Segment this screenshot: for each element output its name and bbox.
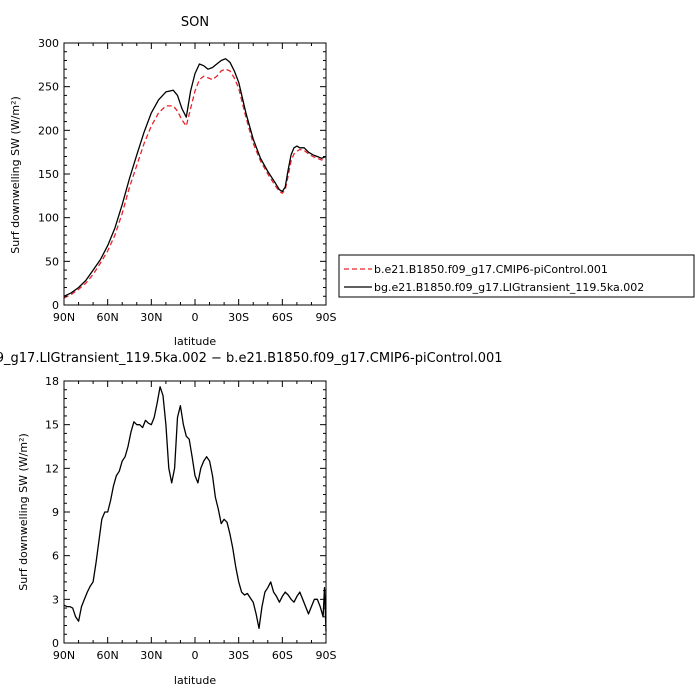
bottom-y-tick-label: 3 <box>52 593 59 606</box>
top-series-line-0 <box>63 68 327 299</box>
top-y-tick-label: 150 <box>38 168 59 181</box>
bottom-chart-title: bg.e21.B1850.f09_g17.LIGtransient_119.5k… <box>0 351 503 366</box>
bottom-panel: bg.e21.B1850.f09_g17.LIGtransient_119.5k… <box>0 351 503 687</box>
bottom-y-tick-label: 0 <box>52 637 59 650</box>
bottom-x-tick-label: 60N <box>97 649 119 662</box>
top-y-tick-label: 250 <box>38 81 59 94</box>
bottom-y-axis-label: Surf downwelling SW (W/m²) <box>17 433 30 591</box>
top-y-axis-label: Surf downwelling SW (W/m²) <box>9 96 22 254</box>
legend-label-lig: bg.e21.B1850.f09_g17.LIGtransient_119.5k… <box>374 281 644 294</box>
top-y-tick-label: 0 <box>52 299 59 312</box>
legend-label-control: b.e21.B1850.f09_g17.CMIP6-piControl.001 <box>374 263 608 276</box>
bottom-x-tick-label: 0 <box>192 649 199 662</box>
top-x-tick-label: 90N <box>53 311 75 324</box>
top-x-tick-label: 30S <box>228 311 249 324</box>
top-panel: SON Surf downwelling SW (W/m²) latitude … <box>9 15 337 348</box>
legend-box <box>338 254 695 298</box>
top-y-tick-label: 300 <box>38 37 59 50</box>
bottom-plot-frame <box>63 380 327 644</box>
top-x-tick-label: 60N <box>97 311 119 324</box>
bottom-y-tick-label: 15 <box>45 419 59 432</box>
bottom-y-tick-label: 18 <box>45 375 59 388</box>
top-x-tick-label: 60S <box>272 311 293 324</box>
bottom-x-tick-label: 60S <box>272 649 293 662</box>
top-plot-frame <box>63 42 327 306</box>
bottom-x-axis-label: latitude <box>174 674 216 687</box>
legend: b.e21.B1850.f09_g17.CMIP6-piControl.001 … <box>338 254 695 298</box>
bottom-x-tick-label: 30S <box>228 649 249 662</box>
bottom-y-tick-label: 9 <box>52 506 59 519</box>
top-x-tick-label: 30N <box>140 311 162 324</box>
top-y-tick-label: 100 <box>38 212 59 225</box>
bottom-y-tick-label: 6 <box>52 550 59 563</box>
top-x-tick-label: 0 <box>192 311 199 324</box>
top-y-tick-label: 50 <box>45 255 59 268</box>
bottom-series-line-0 <box>63 386 327 632</box>
top-series-line-1 <box>63 58 327 297</box>
top-chart-title: SON <box>181 15 209 30</box>
top-y-tick-label: 200 <box>38 124 59 137</box>
top-x-tick-label: 90S <box>316 311 337 324</box>
bottom-x-tick-label: 90N <box>53 649 75 662</box>
bottom-x-tick-label: 90S <box>316 649 337 662</box>
top-x-axis-label: latitude <box>174 335 216 348</box>
bottom-y-tick-label: 12 <box>45 462 59 475</box>
bottom-x-tick-label: 30N <box>140 649 162 662</box>
